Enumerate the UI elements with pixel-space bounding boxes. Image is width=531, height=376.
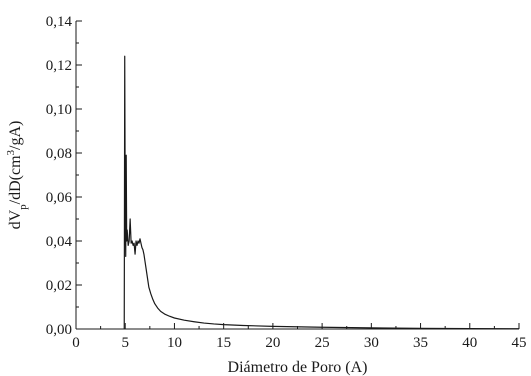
x-tick-label: 40 (462, 335, 477, 351)
x-tick-label: 5 (121, 335, 129, 351)
plot-area (123, 55, 520, 330)
y-tick-label: 0,04 (46, 234, 73, 250)
x-tick-label: 25 (315, 335, 330, 351)
y-tick-label: 0,02 (46, 278, 72, 294)
y-axis-label-part: 3 (5, 149, 17, 155)
x-axis-label: Diámetro de Poro (A) (228, 359, 368, 376)
x-tick-label: 45 (512, 335, 527, 351)
y-axis-label-part: dV (7, 209, 24, 229)
x-tick-label: 10 (167, 335, 182, 351)
y-axis-label-part: /gA) (7, 121, 24, 150)
series-line (123, 55, 520, 330)
x-tick-label: 30 (364, 335, 379, 351)
y-axis-label: dVp/dD(cm3/gA) (5, 121, 29, 230)
y-tick-label: 0,06 (46, 190, 73, 206)
y-tick-label: 0,08 (46, 146, 72, 162)
y-tick-label: 0,14 (46, 14, 73, 30)
y-axis-label-part: p (17, 204, 29, 210)
y-tick-label: 0,10 (46, 102, 72, 118)
y-axis: 0,00 0,02 0,04 0,06 0,08 0,10 0,12 0,14 (46, 14, 82, 338)
x-axis: 0 5 10 15 20 25 30 35 40 45 (72, 323, 527, 351)
x-tick-label: 0 (72, 335, 80, 351)
y-tick-label: 0,00 (46, 322, 72, 338)
x-tick-label: 20 (265, 335, 280, 351)
x-tick-label: 15 (216, 335, 231, 351)
y-axis-label-part: /dD(cm (7, 155, 24, 204)
x-tick-label: 35 (413, 335, 428, 351)
y-tick-label: 0,12 (46, 58, 72, 74)
